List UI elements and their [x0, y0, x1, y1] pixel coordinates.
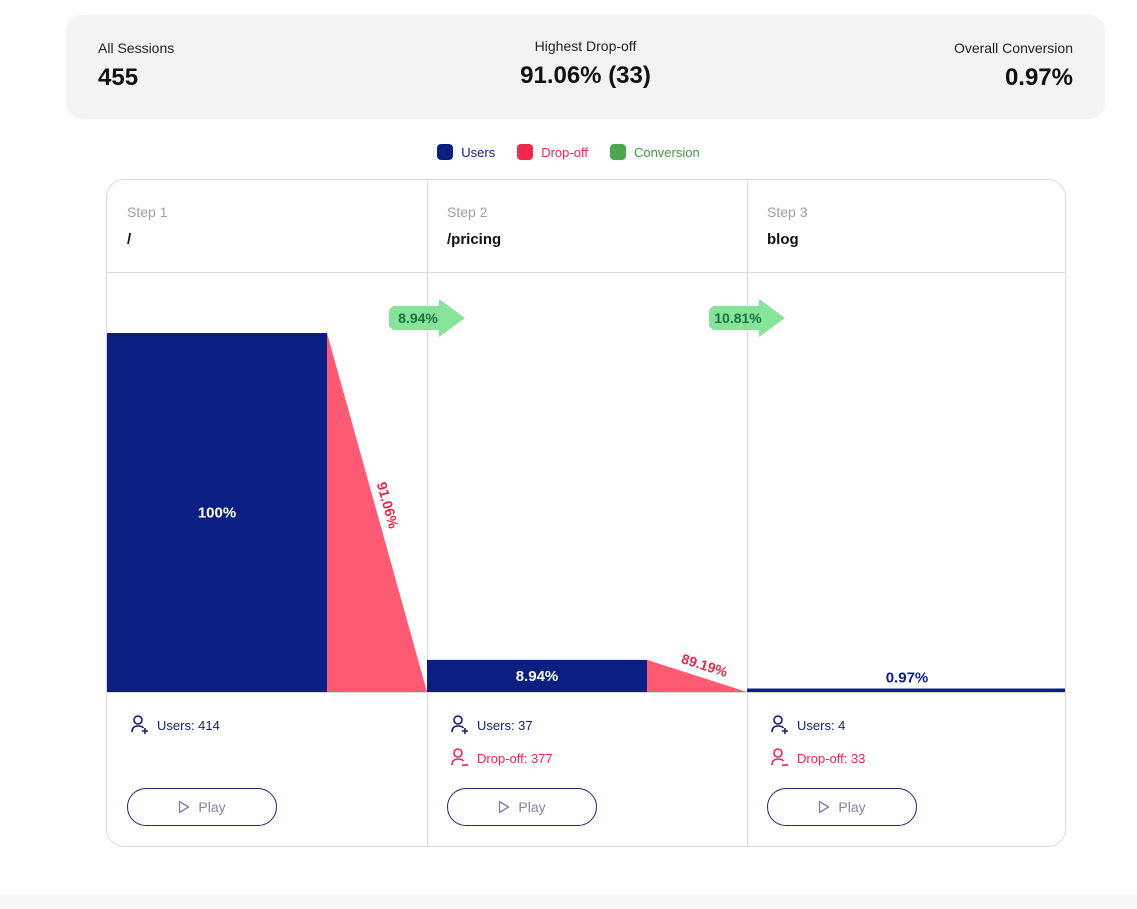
legend-label-dropoff: Drop-off: [541, 144, 588, 160]
dropoff-count-label: Drop-off: 377: [477, 750, 553, 766]
all-sessions-stat: All Sessions 455: [98, 40, 174, 92]
user-add-icon: [771, 715, 788, 734]
header-divider: [107, 272, 1065, 273]
users-stat-1: Users: 414: [131, 715, 220, 735]
legend-item-users: Users: [437, 144, 495, 160]
highest-dropoff-stat: Highest Drop-off 91.06% (33): [66, 38, 1105, 90]
legend-item-dropoff: Drop-off: [517, 144, 588, 160]
conversion-arrow: [389, 299, 465, 337]
play-button-step-1[interactable]: Play: [127, 788, 277, 826]
step-name: blog: [767, 231, 799, 248]
users-bar: [107, 333, 327, 692]
step-name: /: [127, 231, 132, 248]
column-divider: [747, 180, 748, 846]
users-bar-label: 100%: [198, 505, 236, 522]
step-number: Step 3: [767, 204, 808, 220]
users-count-label: Users: 4: [797, 717, 846, 733]
user-add-icon: [131, 715, 148, 734]
conversion-arrow: [709, 299, 785, 337]
user-add-icon: [451, 715, 468, 734]
overall-conversion-label: Overall Conversion: [953, 40, 1073, 56]
funnel-plot: 100% 91.06%8.94%8.94% 89.19%10.81%0.97%: [107, 299, 1065, 693]
dropoff-area: [327, 333, 427, 692]
play-label: Play: [518, 799, 546, 815]
play-icon: [179, 800, 190, 814]
legend-swatch-users: [437, 144, 454, 160]
users-bar: [427, 659, 647, 692]
users-bar: [747, 688, 1065, 692]
play-button-step-2[interactable]: Play: [447, 788, 597, 826]
play-label: Play: [198, 799, 226, 815]
user-remove-icon: [451, 748, 468, 766]
conversion-label: 10.81%: [714, 310, 762, 326]
conversion-label: 8.94%: [398, 310, 438, 326]
highest-dropoff-value: 91.06% (33): [520, 62, 651, 89]
legend-label-users: Users: [461, 144, 496, 160]
play-icon: [819, 800, 830, 814]
column-divider: [427, 180, 428, 846]
users-count-label: Users: 37: [477, 717, 533, 733]
chart-legend: Users Drop-off Conversion: [0, 144, 1137, 160]
step-number: Step 1: [127, 204, 168, 220]
users-bar-label: 8.94%: [516, 668, 559, 685]
summary-panel: All Sessions 455 Highest Drop-off 91.06%…: [66, 15, 1105, 119]
user-remove-icon: [771, 748, 788, 766]
users-stat-3: Users: 4: [771, 715, 845, 735]
overall-conversion-value: 0.97%: [1004, 64, 1073, 91]
step-number: Step 2: [447, 204, 488, 220]
users-count-label: Users: 414: [157, 717, 220, 733]
highest-dropoff-label: Highest Drop-off: [534, 38, 637, 54]
step-header-3: Step 3 blog: [767, 204, 807, 248]
all-sessions-label: All Sessions: [98, 40, 175, 56]
dropoff-stat-2: Drop-off: 377: [451, 748, 553, 768]
users-stat-2: Users: 37: [451, 715, 533, 735]
legend-swatch-dropoff: [517, 144, 534, 160]
users-bar-label: 0.97%: [886, 670, 929, 687]
overall-conversion-stat: Overall Conversion 0.97%: [954, 40, 1073, 92]
play-label: Play: [838, 799, 866, 815]
play-button-step-3[interactable]: Play: [767, 788, 917, 826]
dropoff-stat-3: Drop-off: 33: [771, 748, 865, 768]
legend-swatch-conversion: [609, 144, 626, 160]
legend-label-conversion: Conversion: [633, 144, 700, 160]
funnel-chart: Step 1 / Step 2 /pricing Step 3 blog 100…: [106, 179, 1066, 847]
step-header-1: Step 1 /: [127, 204, 167, 248]
legend-item-conversion: Conversion: [609, 144, 700, 160]
step-name: /pricing: [447, 231, 502, 248]
all-sessions-value: 455: [98, 64, 139, 91]
footer-strip: [0, 895, 1137, 909]
step-header-2: Step 2 /pricing: [447, 204, 501, 248]
play-icon: [499, 800, 510, 814]
dropoff-count-label: Drop-off: 33: [797, 750, 866, 766]
